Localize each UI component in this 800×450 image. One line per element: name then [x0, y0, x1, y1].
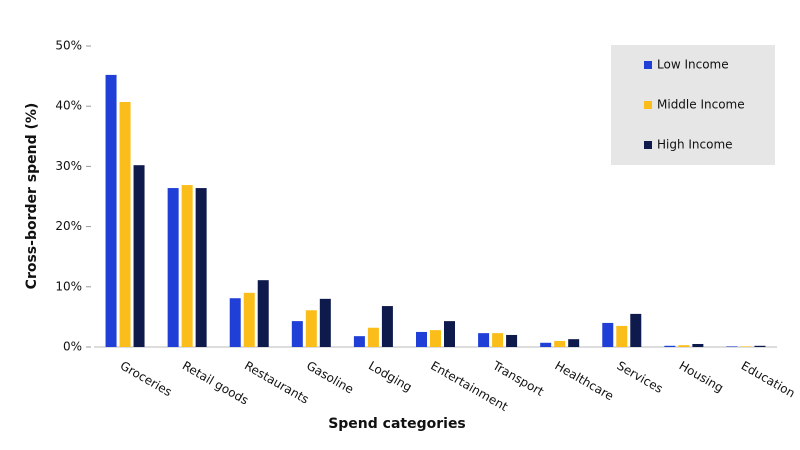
y-tick-label: 30% [55, 159, 82, 173]
bar [740, 346, 752, 347]
legend-swatch [644, 141, 652, 149]
bar [616, 325, 628, 347]
x-tick-label: Groceries [118, 359, 175, 400]
x-tick-label: Lodging [366, 359, 414, 395]
bar [319, 298, 331, 347]
y-axis-title: Cross-border spend (%) [24, 103, 40, 290]
x-tick-label: Housing [677, 359, 726, 396]
legend-swatch [644, 61, 652, 69]
y-tick-label: 10% [55, 279, 82, 293]
x-tick-label: Gasoline [304, 359, 356, 397]
bar [229, 298, 241, 347]
legend-label: Middle Income [657, 98, 745, 112]
bar [367, 327, 379, 347]
y-tick-label: 20% [55, 219, 82, 233]
x-tick-label: Retail goods [180, 359, 251, 408]
legend-box [611, 45, 775, 165]
y-tick-label: 40% [55, 99, 82, 113]
bar [291, 321, 303, 347]
bar [540, 342, 552, 347]
bar [630, 313, 642, 347]
bar [568, 339, 580, 347]
bar [353, 336, 365, 347]
legend-label: High Income [657, 138, 733, 152]
bar [664, 345, 676, 347]
bar [692, 343, 704, 347]
bar [754, 345, 766, 347]
x-tick-label: Transport [489, 358, 546, 399]
bar [305, 310, 317, 347]
legend-swatch [644, 101, 652, 109]
y-tick-label: 50% [55, 39, 82, 53]
bar [105, 74, 117, 348]
legend-label: Low Income [657, 58, 729, 72]
bar [243, 292, 255, 347]
bar [478, 333, 490, 347]
bar [195, 188, 207, 347]
x-axis-title: Spend categories [328, 416, 466, 432]
bar [492, 333, 504, 347]
bar [381, 306, 393, 347]
x-tick-label: Restaurants [242, 359, 311, 407]
bar [602, 322, 614, 347]
bar [554, 340, 566, 347]
bar [444, 321, 455, 347]
y-tick-label: 0% [63, 340, 82, 354]
bar [119, 101, 131, 348]
x-tick-label: Education [739, 359, 798, 401]
bar [257, 280, 269, 347]
bar [133, 165, 145, 347]
bar [167, 188, 179, 347]
x-tick-label: Healthcare [552, 359, 616, 404]
bar [506, 334, 518, 347]
bar [678, 345, 690, 347]
bar [430, 330, 441, 347]
bar [181, 185, 193, 347]
x-tick-label: Services [615, 359, 666, 396]
bar [416, 331, 427, 347]
bar [726, 346, 738, 347]
